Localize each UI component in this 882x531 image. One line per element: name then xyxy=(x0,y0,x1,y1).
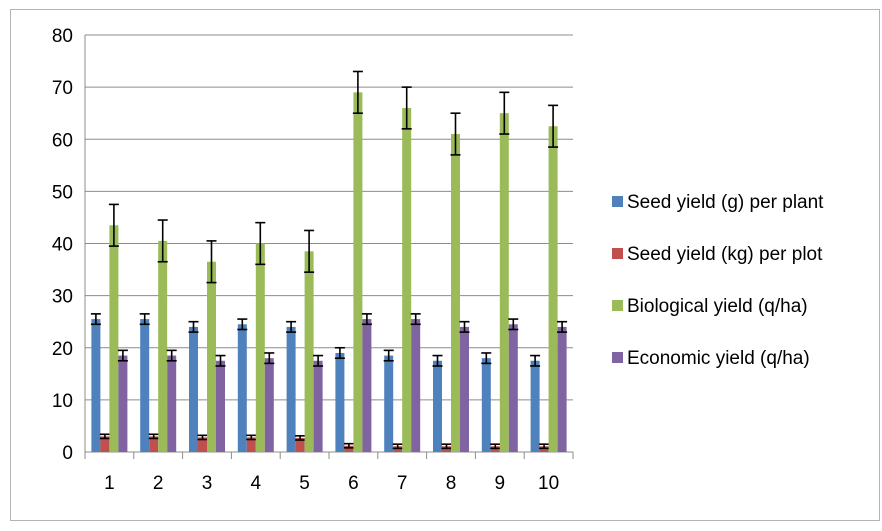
legend-swatch xyxy=(612,352,623,363)
x-tick-label: 9 xyxy=(495,473,506,494)
chart-frame xyxy=(10,9,880,521)
bar xyxy=(246,437,256,452)
bar xyxy=(158,240,168,452)
y-tick-label: 20 xyxy=(52,339,73,360)
y-tick-label: 0 xyxy=(62,443,73,464)
bar xyxy=(286,326,296,452)
bar xyxy=(313,360,323,452)
x-tick-label: 10 xyxy=(538,473,559,494)
bar xyxy=(362,319,372,452)
bar xyxy=(481,358,491,452)
bar xyxy=(353,92,363,453)
x-tick-label: 8 xyxy=(446,473,457,494)
bar xyxy=(198,437,207,452)
x-tick-label: 1 xyxy=(104,473,115,494)
x-tick-label: 5 xyxy=(299,473,310,494)
legend-label: Biological yield (q/ha) xyxy=(627,296,808,317)
bar xyxy=(140,319,150,452)
bar xyxy=(460,326,469,452)
bar xyxy=(402,107,412,452)
bar xyxy=(304,251,314,452)
bar xyxy=(149,436,159,452)
legend-label: Seed yield (kg) per plot xyxy=(627,244,823,265)
bar xyxy=(109,225,119,452)
bar xyxy=(411,319,421,452)
legend-label: Economic yield (q/ha) xyxy=(627,348,810,369)
bar xyxy=(344,445,354,452)
bar xyxy=(91,319,101,452)
x-tick-label: 4 xyxy=(251,473,262,494)
x-tick-label: 6 xyxy=(348,473,359,494)
bar xyxy=(557,326,567,452)
bar xyxy=(167,355,177,452)
x-tick-label: 7 xyxy=(397,473,408,494)
bar xyxy=(499,113,509,452)
x-tick-label: 2 xyxy=(153,473,164,494)
bar xyxy=(451,134,460,452)
bar xyxy=(508,324,518,452)
bar xyxy=(335,352,345,452)
bar xyxy=(207,261,216,452)
bar xyxy=(118,355,128,452)
y-tick-label: 60 xyxy=(52,130,73,151)
y-tick-label: 70 xyxy=(52,78,73,99)
y-tick-label: 80 xyxy=(52,26,73,47)
legend-swatch xyxy=(612,300,623,311)
y-tick-label: 50 xyxy=(52,182,73,203)
x-tick-label: 3 xyxy=(202,473,213,494)
bar xyxy=(264,358,274,452)
y-tick-label: 30 xyxy=(52,287,73,308)
bar xyxy=(100,436,110,452)
bar xyxy=(433,360,442,452)
legend-label: Seed yield (g) per plant xyxy=(627,192,824,213)
bar xyxy=(530,360,540,452)
bar xyxy=(189,326,198,452)
legend-swatch xyxy=(612,196,623,207)
bar xyxy=(216,360,225,452)
legend-swatch xyxy=(612,248,623,259)
bar xyxy=(548,126,558,452)
y-tick-label: 10 xyxy=(52,391,73,412)
bar xyxy=(237,324,247,452)
bar xyxy=(384,355,394,452)
bar xyxy=(255,243,265,452)
y-tick-label: 40 xyxy=(52,235,73,256)
bar xyxy=(295,437,305,452)
